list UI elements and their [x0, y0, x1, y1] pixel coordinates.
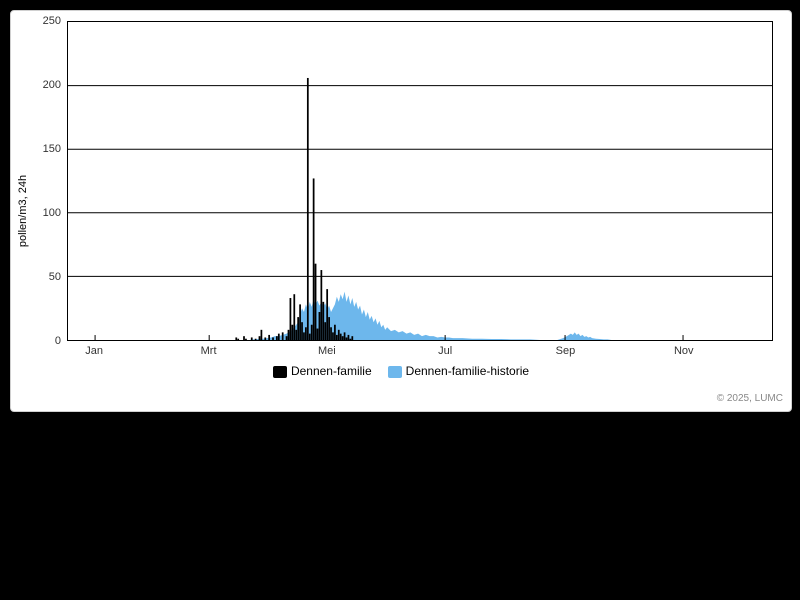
legend-label: Dennen-familie [291, 364, 372, 378]
legend-swatch [388, 366, 402, 378]
plot-area [67, 21, 773, 341]
x-tick-label: Mei [318, 345, 336, 357]
y-tick-label: 200 [11, 79, 61, 91]
y-tick-label: 100 [11, 207, 61, 219]
y-tick-label: 0 [11, 335, 61, 347]
x-tick-label: Nov [674, 345, 694, 357]
legend-item: Dennen-familie-historie [388, 364, 529, 378]
x-tick-label: Sep [556, 345, 576, 357]
legend-label: Dennen-familie-historie [406, 364, 529, 378]
x-tick-label: Jul [438, 345, 452, 357]
legend: Dennen-familie Dennen-familie-historie [11, 363, 791, 378]
y-tick-label: 50 [11, 271, 61, 283]
chart-panel: pollen/m3, 24h 050100150200250 JanMrtMei… [10, 10, 792, 412]
y-tick-label: 250 [11, 15, 61, 27]
x-tick-label: Jan [85, 345, 103, 357]
plot-svg [68, 22, 772, 340]
legend-swatch [273, 366, 287, 378]
x-tick-label: Mrt [201, 345, 217, 357]
legend-item: Dennen-familie [273, 364, 372, 378]
y-tick-label: 150 [11, 143, 61, 155]
credit-text: © 2025, LUMC [717, 393, 783, 404]
